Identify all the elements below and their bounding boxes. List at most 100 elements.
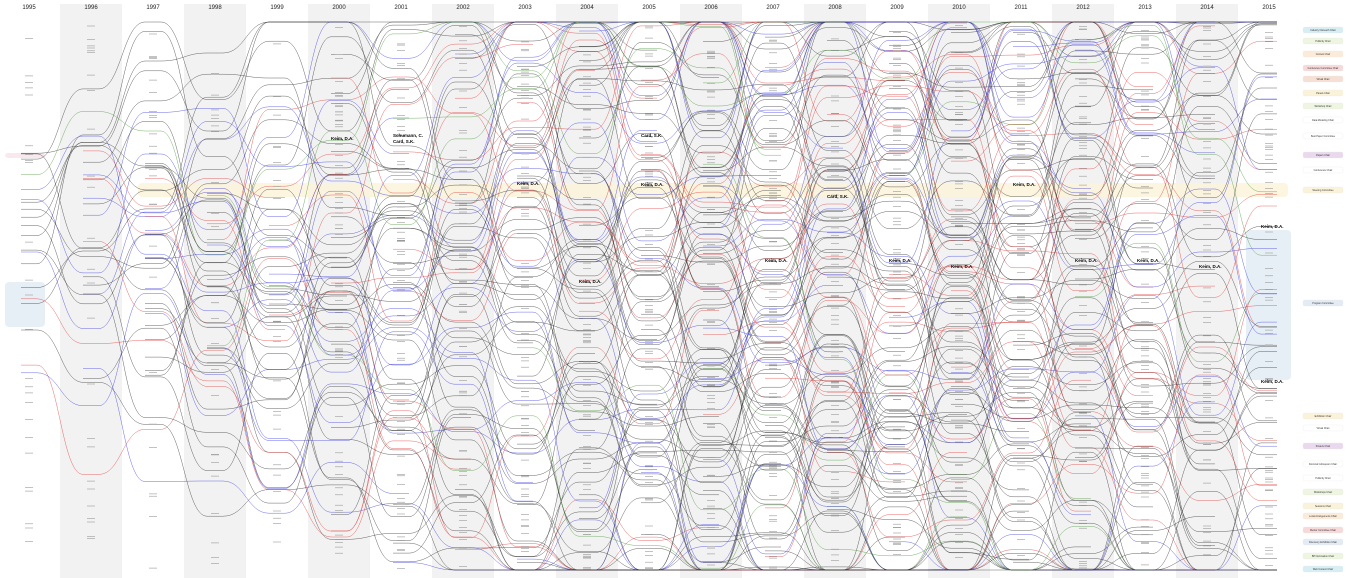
storyline — [579, 260, 1277, 571]
legend-label: Virtual Chair — [1316, 78, 1329, 81]
storyline — [83, 21, 657, 216]
storyline — [393, 233, 533, 321]
highlighted-name: Card, S.K. — [641, 133, 663, 138]
storyline — [21, 21, 1153, 410]
storyline — [951, 208, 1277, 456]
highlighted-name: Keim, D.A. — [1261, 379, 1284, 384]
legend-label: Posters Chair — [1316, 445, 1331, 448]
legend-label: Program Committee — [1312, 302, 1334, 305]
storyline — [517, 102, 967, 393]
legend-label: Publicity Chair — [1315, 40, 1330, 43]
storyline — [703, 423, 967, 540]
storyline — [1075, 21, 1277, 60]
storyline — [21, 21, 657, 340]
storyline — [765, 536, 905, 571]
storyline — [207, 76, 595, 304]
year-label: 2007 — [766, 5, 780, 11]
role-group-box — [5, 282, 45, 327]
storyline — [889, 295, 1277, 420]
storyline — [703, 185, 1029, 334]
storyline — [517, 177, 1029, 571]
role-legend: Industry Outreach Chair Publicity Chair Co… — [1302, 26, 1344, 573]
storyline — [21, 258, 719, 571]
legend-label: Mentor Committee Chair — [1310, 529, 1336, 532]
storyline — [21, 95, 471, 304]
storyline — [393, 21, 781, 156]
storyline — [827, 176, 1215, 423]
legend-item: Conference Chair — [1302, 166, 1344, 174]
highlighted-name: Keim, D.A. — [331, 136, 354, 141]
storyline — [951, 372, 1091, 516]
highlighted-name: Keim, D.A. — [1199, 264, 1222, 269]
storyline — [951, 21, 1153, 162]
storyline — [827, 30, 1215, 264]
legend-item: Publicity Chair — [1302, 474, 1344, 482]
storyline — [951, 395, 1277, 451]
year-label: 2006 — [704, 5, 718, 11]
storyline — [331, 151, 1215, 465]
storyline — [207, 21, 1277, 347]
storyline — [889, 31, 1091, 217]
year-band — [680, 4, 742, 578]
storyline — [207, 21, 1277, 306]
storyline — [207, 195, 843, 571]
year-label: 2000 — [332, 5, 346, 11]
storyline — [1013, 457, 1215, 571]
storyline — [517, 284, 781, 445]
highlighted-name: Card, S.K. — [827, 194, 849, 199]
storyline — [703, 21, 843, 84]
storyline — [765, 377, 967, 483]
legend-label: Conference Committee Chair — [1308, 67, 1339, 70]
storyline — [83, 167, 781, 571]
highlighted-name: Keim, D.A. — [765, 258, 788, 263]
highlighted-name: Keim, D.A. — [641, 182, 664, 187]
storyline — [331, 417, 471, 532]
storyline — [889, 21, 1215, 177]
storyline — [393, 21, 905, 161]
storyline — [703, 468, 1277, 571]
storyline — [393, 282, 1029, 571]
storyline — [207, 212, 471, 302]
storyline — [145, 23, 1277, 571]
storyline — [207, 21, 967, 364]
highlighted-name: Keim, D.A. — [1013, 182, 1036, 187]
role-group-box — [138, 183, 1288, 197]
year-label: 2005 — [642, 5, 656, 11]
storyline — [579, 66, 1277, 422]
storyline — [1075, 447, 1277, 571]
legend-label: Local Arrangements Chair — [1309, 515, 1337, 518]
legend-label: Conference Chair — [1314, 169, 1333, 172]
storyline — [145, 128, 1029, 380]
legend-item: Exhibition Chair — [1302, 412, 1344, 420]
storyline — [21, 298, 471, 538]
storyline — [1075, 285, 1215, 349]
name-labels — [25, 25, 1273, 570]
storyline — [703, 226, 1215, 571]
storyline — [83, 174, 905, 445]
highlighted-name-labels: Keim, D.A.Schumann, C.Card, S.K.Keim, D.… — [331, 133, 1284, 384]
storyline — [21, 21, 1029, 274]
storyline — [393, 70, 595, 270]
legend-label: Workshop Chair — [1314, 105, 1331, 108]
legend-label: Doctoral Colloquium Chair — [1309, 463, 1337, 466]
storyline — [703, 305, 1277, 450]
storyline — [21, 329, 1029, 571]
highlighted-name: Card, S.K. — [393, 139, 415, 144]
storyline — [703, 159, 1277, 365]
highlighted-name: Keim, D.A. — [1261, 224, 1284, 229]
storyline — [827, 341, 1215, 571]
storyline — [579, 347, 1153, 536]
storyline — [21, 142, 781, 398]
highlighted-name: Keim, D.A. — [889, 258, 912, 263]
storyline — [83, 150, 285, 207]
legend-label: Contest Chair — [1316, 53, 1331, 56]
storyline — [21, 149, 1029, 560]
year-label: 2002 — [456, 5, 470, 11]
legend-item: Doctoral Colloquium Chair — [1302, 460, 1344, 468]
storyline — [145, 308, 843, 563]
storyline — [703, 62, 1277, 270]
legend-label: Workshops Chair — [1314, 491, 1332, 494]
legend-label: Best Paper Committee — [1311, 135, 1336, 138]
storyline — [21, 21, 781, 177]
legend-item: Virtual Chair — [1302, 424, 1344, 432]
